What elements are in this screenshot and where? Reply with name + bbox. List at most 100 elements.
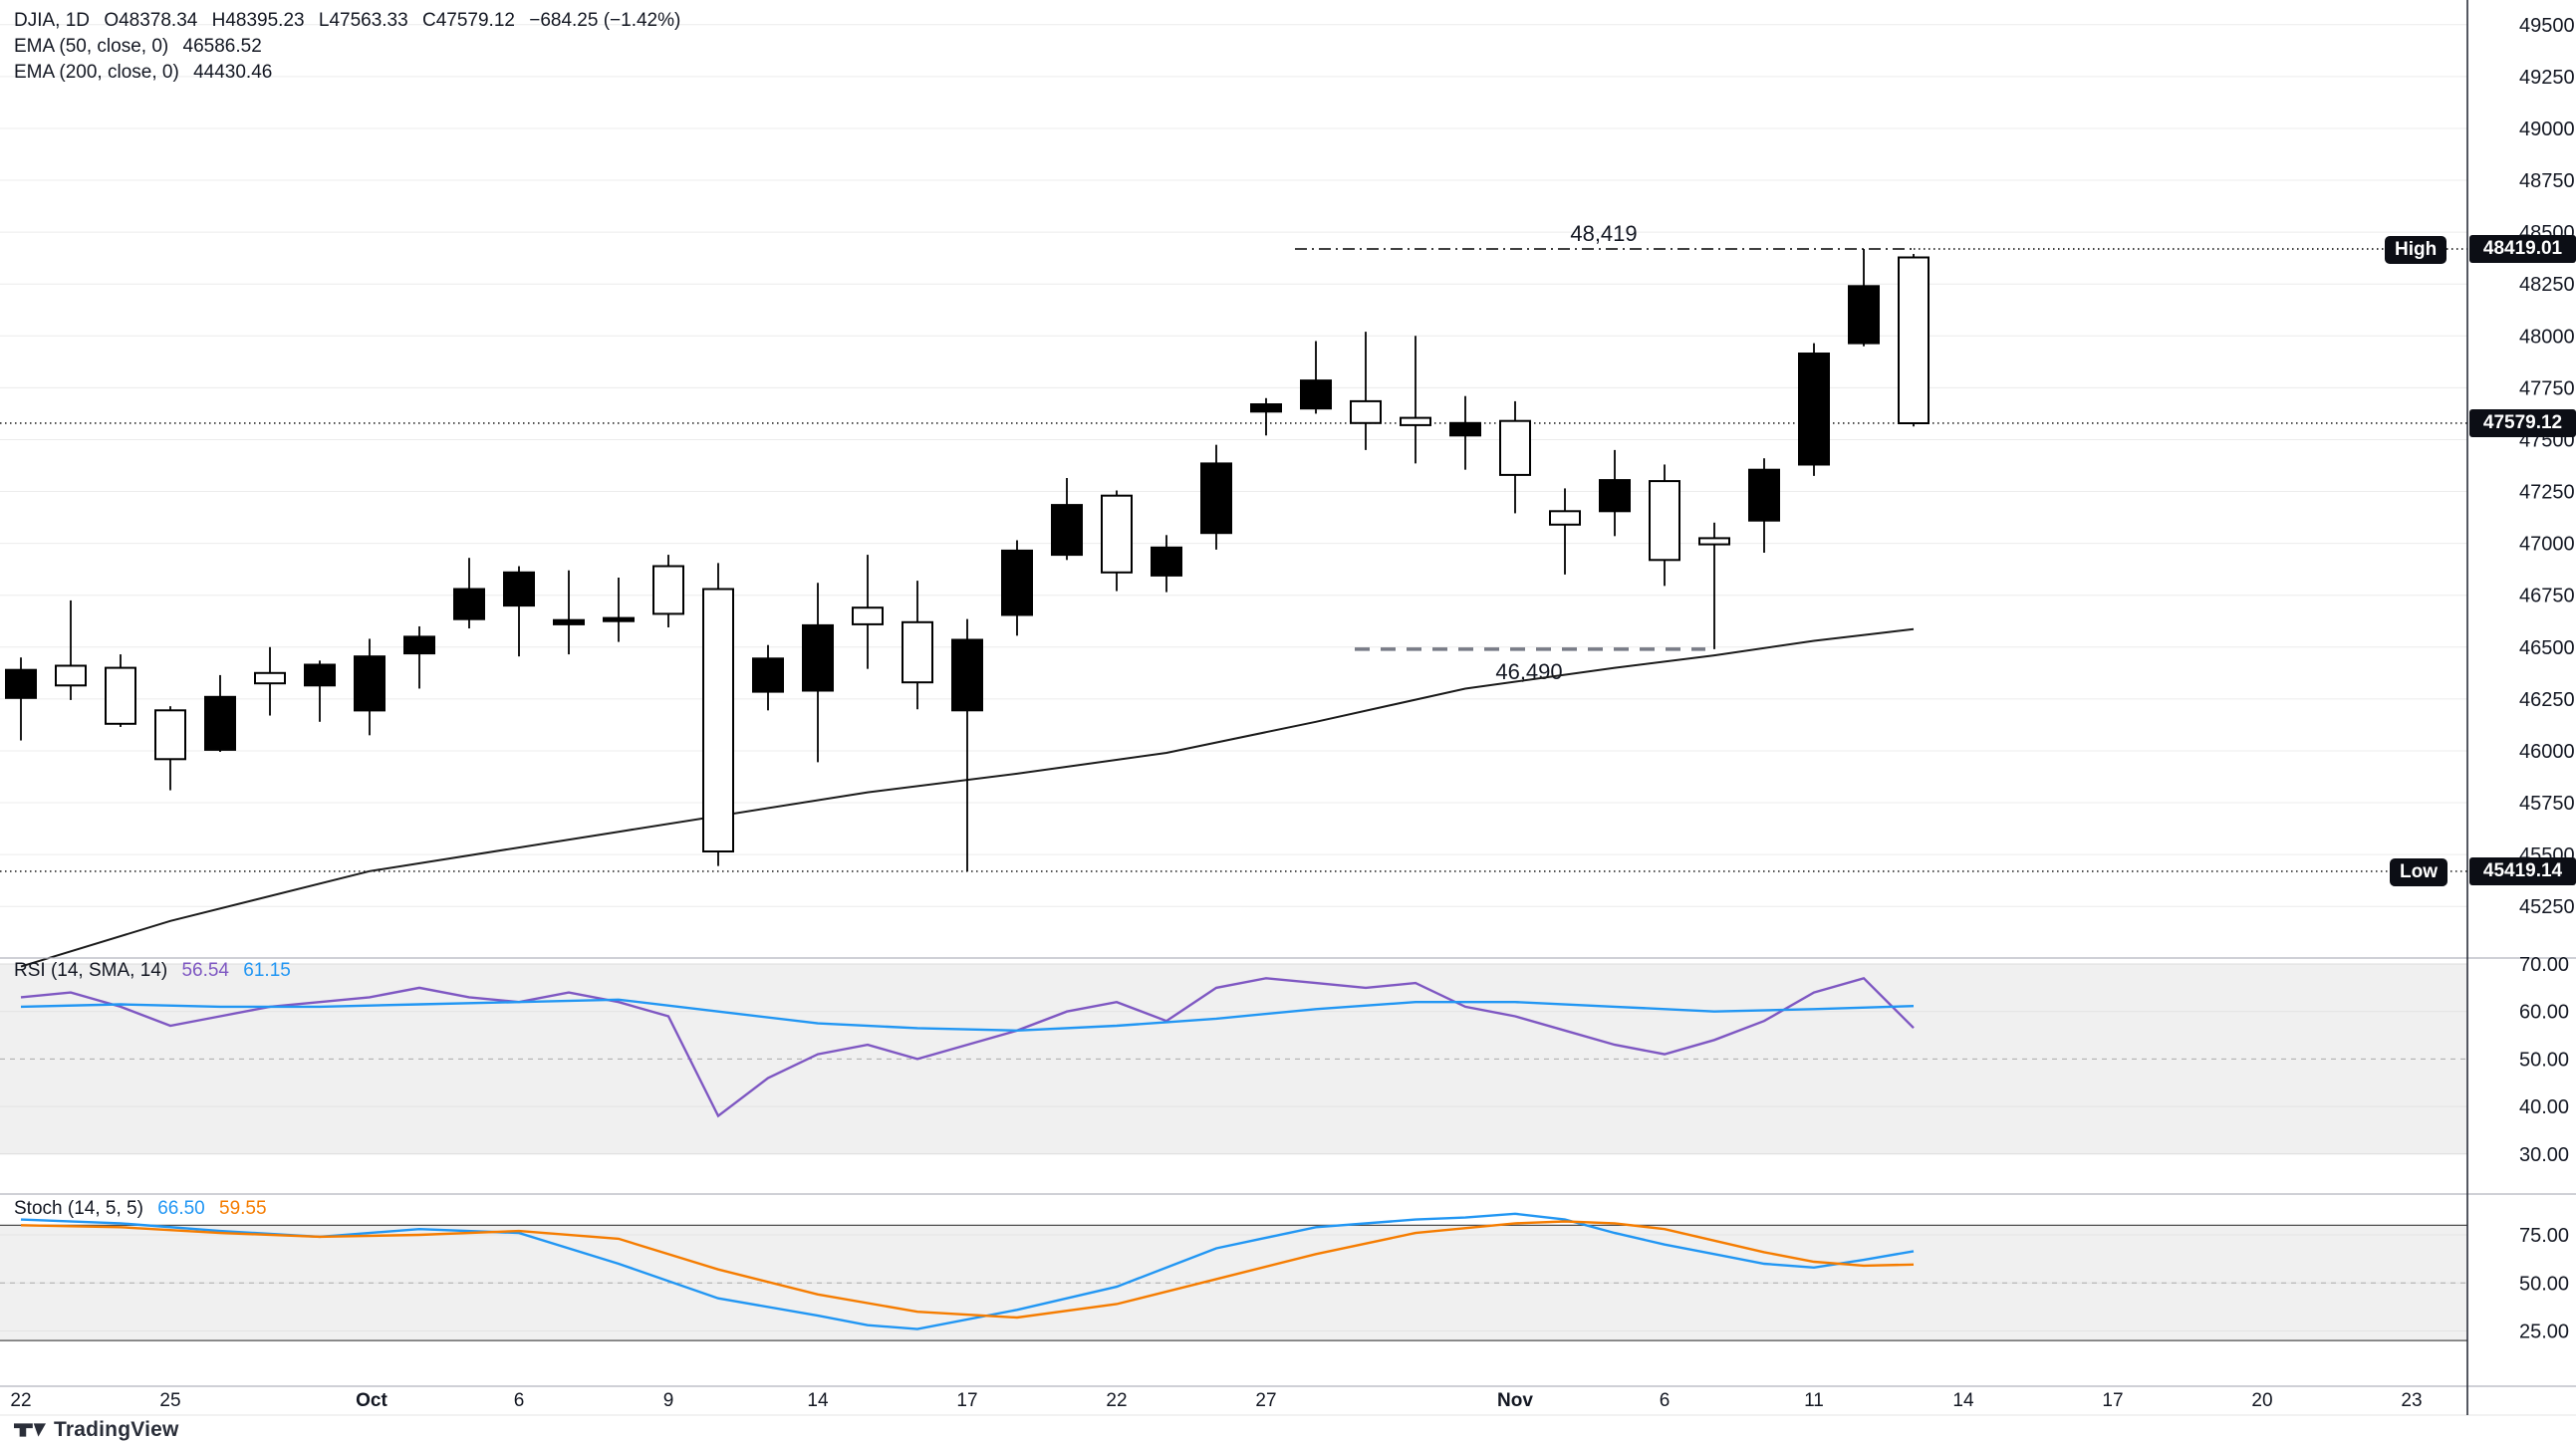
- candle[interactable]: [1698, 522, 1730, 649]
- candle[interactable]: [1599, 449, 1631, 537]
- candle[interactable]: [702, 563, 734, 866]
- ema50-line[interactable]: [20, 627, 1915, 968]
- candle[interactable]: [951, 618, 983, 871]
- time-axis-label: 14: [807, 1390, 829, 1411]
- ohlc-high: H48395.23: [211, 10, 305, 31]
- time-axis-label: 23: [2401, 1390, 2422, 1411]
- candle[interactable]: [453, 558, 485, 629]
- candle[interactable]: [1499, 400, 1531, 514]
- candle[interactable]: [1001, 540, 1033, 636]
- axis-label: 49000.00: [2519, 119, 2576, 140]
- time-axis-label: 25: [159, 1390, 180, 1411]
- candle[interactable]: [5, 657, 37, 741]
- axis-label: 50.00: [2519, 1049, 2569, 1071]
- ohlc-close: C47579.12: [421, 10, 515, 31]
- rsi-ma-value: 61.15: [243, 960, 291, 981]
- candle[interactable]: [1649, 464, 1680, 587]
- candle[interactable]: [553, 570, 585, 655]
- axis-label: 46750.00: [2519, 586, 2576, 607]
- time-axis-label: 6: [1660, 1390, 1671, 1411]
- high-annotation-text: 48,419: [1570, 221, 1637, 246]
- low-price-badge: 45419.14: [2469, 857, 2576, 885]
- candle[interactable]: [304, 660, 336, 722]
- tradingview-logo-icon: [14, 1423, 46, 1437]
- ema50-label[interactable]: EMA (50, close, 0): [14, 36, 169, 57]
- stoch-k-value: 66.50: [157, 1198, 205, 1219]
- symbol-legend-row: DJIA, 1D O48378.34 H48395.23 L47563.33 C…: [14, 8, 689, 34]
- candle[interactable]: [652, 555, 684, 628]
- candle[interactable]: [1549, 488, 1581, 575]
- axis-label: 47000.00: [2519, 534, 2576, 556]
- candle[interactable]: [154, 706, 186, 791]
- candle[interactable]: [752, 644, 784, 711]
- low-tag-badge: Low: [2390, 858, 2447, 886]
- stoch-k-line[interactable]: [20, 1212, 1915, 1330]
- axis-label: 49250.00: [2519, 67, 2576, 89]
- stoch-label[interactable]: Stoch (14, 5, 5): [14, 1198, 143, 1219]
- tradingview-logo[interactable]: TradingView: [14, 1418, 179, 1442]
- change-value: −684.25 (−1.42%): [529, 10, 681, 31]
- axis-label: 40.00: [2519, 1096, 2569, 1118]
- ohlc-open: O48378.34: [104, 10, 198, 31]
- ema200-label[interactable]: EMA (200, close, 0): [14, 62, 179, 83]
- rsi-line[interactable]: [20, 976, 1915, 1118]
- axis-label: 75.00: [2519, 1225, 2569, 1247]
- candle[interactable]: [503, 566, 535, 657]
- candle[interactable]: [1101, 490, 1133, 592]
- axis-label: 45250.00: [2519, 896, 2576, 918]
- candle[interactable]: [1300, 341, 1332, 414]
- candle[interactable]: [204, 674, 236, 753]
- ohlc-low: L47563.33: [318, 10, 408, 31]
- candles-layer: [5, 249, 1930, 871]
- ema200-value: 44430.46: [193, 62, 273, 83]
- time-axis-label: 9: [663, 1390, 674, 1411]
- candle[interactable]: [403, 625, 435, 689]
- candle[interactable]: [1449, 395, 1481, 470]
- axis-label: 70.00: [2519, 954, 2569, 976]
- high-price-badge: 48419.01: [2469, 235, 2576, 263]
- axis-label: 46500.00: [2519, 637, 2576, 659]
- price-axis[interactable]: 49500.0049250.0049000.0048750.0048500.00…: [2466, 0, 2576, 1415]
- candle[interactable]: [1848, 249, 1880, 347]
- candle[interactable]: [1350, 332, 1382, 450]
- rsi-legend: RSI (14, SMA, 14) 56.54 61.15: [14, 958, 300, 984]
- rsi-label[interactable]: RSI (14, SMA, 14): [14, 960, 168, 981]
- axis-label: 60.00: [2519, 1002, 2569, 1024]
- axis-label: 46250.00: [2519, 689, 2576, 711]
- time-axis-label: 11: [1804, 1390, 1824, 1411]
- candle[interactable]: [55, 600, 87, 700]
- axis-label: 48000.00: [2519, 326, 2576, 348]
- axis-label: 45750.00: [2519, 793, 2576, 815]
- candle[interactable]: [1151, 535, 1182, 593]
- candle[interactable]: [1898, 253, 1930, 427]
- candle[interactable]: [1798, 343, 1830, 476]
- candle[interactable]: [852, 555, 884, 669]
- symbol-title[interactable]: DJIA, 1D: [14, 10, 91, 31]
- time-axis[interactable]: 22 25 Oct 6 9 14 17 22 27 Nov 6 11 14 17 20 23: [10, 1390, 2422, 1411]
- axis-label: 50.00: [2519, 1273, 2569, 1295]
- axis-label: 47750.00: [2519, 377, 2576, 399]
- axis-label: 48750.00: [2519, 170, 2576, 192]
- candle[interactable]: [1051, 478, 1083, 561]
- candle[interactable]: [105, 654, 136, 728]
- candle[interactable]: [902, 581, 933, 710]
- candle[interactable]: [603, 578, 635, 642]
- candle[interactable]: [254, 646, 286, 716]
- rsi-ma-line[interactable]: [20, 998, 1915, 1033]
- axis-label: 30.00: [2519, 1144, 2569, 1166]
- stoch-d-line[interactable]: [20, 1220, 1915, 1320]
- time-axis-label: 14: [1952, 1390, 1974, 1411]
- rsi-value: 56.54: [181, 960, 229, 981]
- candle[interactable]: [1250, 397, 1282, 436]
- candle[interactable]: [1400, 336, 1431, 464]
- candle[interactable]: [1748, 458, 1780, 554]
- candle[interactable]: [354, 638, 386, 736]
- time-axis-label: 22: [10, 1390, 31, 1411]
- candle[interactable]: [1200, 444, 1232, 550]
- stoch-legend: Stoch (14, 5, 5) 66.50 59.55: [14, 1196, 276, 1222]
- axis-label: 46000.00: [2519, 741, 2576, 763]
- time-axis-label: 17: [956, 1390, 977, 1411]
- candle[interactable]: [802, 583, 834, 763]
